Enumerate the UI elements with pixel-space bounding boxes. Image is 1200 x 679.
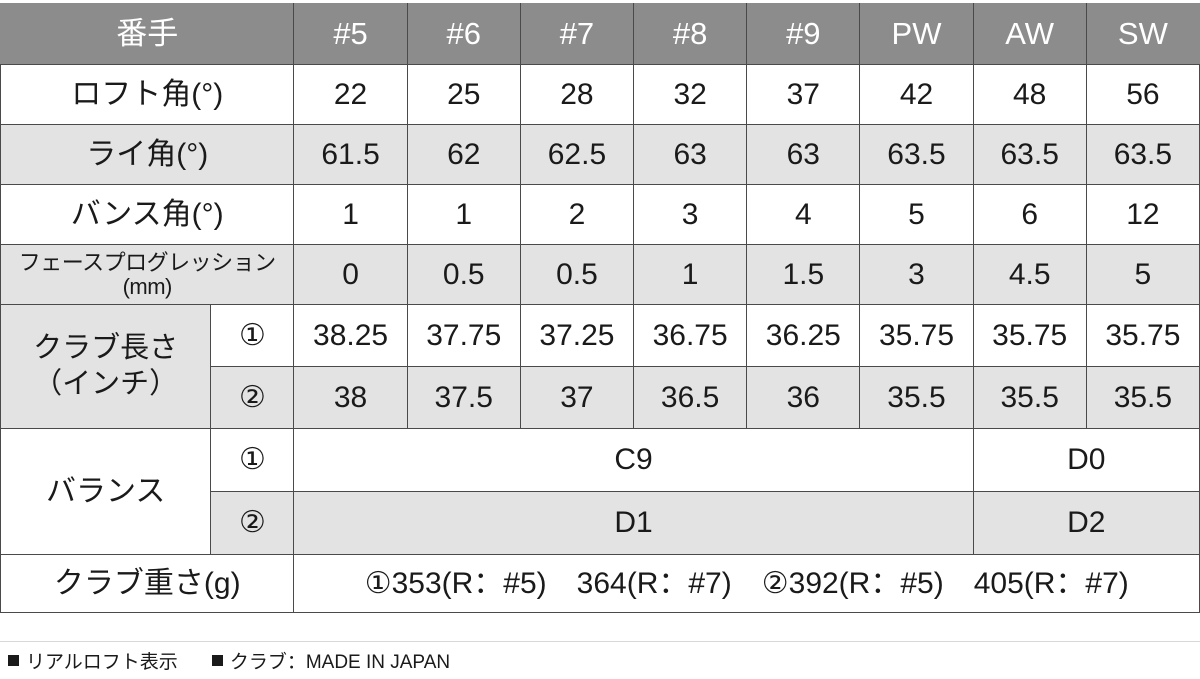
cell-lie-7: 62.5 bbox=[519, 124, 635, 185]
cell-len2-pw: 35.5 bbox=[859, 366, 974, 429]
table-header-row: 番手 #5 #6 #7 #8 #9 PW AW SW bbox=[0, 3, 1200, 65]
footer-notes: リアルロフト表示 クラブ：MADE IN JAPAN bbox=[0, 641, 1200, 679]
cell-loft-8: 32 bbox=[633, 64, 748, 125]
cell-len1-5: 38.25 bbox=[293, 304, 408, 367]
footer-note-real-loft: リアルロフト表示 bbox=[8, 647, 178, 674]
cell-len1-aw: 35.75 bbox=[972, 304, 1087, 367]
cell-bounce-5: 1 bbox=[293, 184, 408, 245]
header-cell-pw: PW bbox=[859, 3, 974, 65]
cell-lie-pw: 63.5 bbox=[859, 124, 974, 185]
cell-fp-6: 0.5 bbox=[406, 244, 521, 305]
cell-lie-aw: 63.5 bbox=[972, 124, 1087, 185]
cell-fp-7: 0.5 bbox=[519, 244, 635, 305]
cell-loft-9: 37 bbox=[746, 64, 861, 125]
row-label-lie: ライ角(°) bbox=[0, 124, 295, 185]
square-bullet-icon bbox=[8, 655, 19, 666]
cell-fp-5: 0 bbox=[293, 244, 408, 305]
footer-note-made-in-japan: クラブ：MADE IN JAPAN bbox=[211, 647, 451, 674]
cell-loft-6: 25 bbox=[406, 64, 521, 125]
cell-fp-8: 1 bbox=[633, 244, 748, 305]
sub-index-length-2: ② bbox=[210, 366, 295, 429]
cell-bounce-pw: 5 bbox=[859, 184, 974, 245]
table-row-lie: ライ角(°) 61.5 62 62.5 63 63 63.5 63.5 63.5 bbox=[0, 124, 1200, 185]
cell-len2-8: 36.5 bbox=[633, 366, 748, 429]
row-label-bounce: バンス角(°) bbox=[0, 184, 295, 245]
row-label-club-weight: クラブ重さ(g) bbox=[0, 554, 295, 613]
table-row-club-weight: クラブ重さ(g) ①353(R：#5) 364(R：#7) ②392(R：#5)… bbox=[0, 554, 1200, 613]
cell-loft-pw: 42 bbox=[859, 64, 974, 125]
cell-len1-8: 36.75 bbox=[633, 304, 748, 367]
club-spec-table: 番手 #5 #6 #7 #8 #9 PW AW SW ロフト角(°) 22 25… bbox=[0, 3, 1200, 613]
cell-loft-7: 28 bbox=[519, 64, 635, 125]
sub-index-length-1: ① bbox=[210, 304, 295, 367]
club-length-label-line2: （インチ） bbox=[33, 367, 179, 400]
header-cell-sw: SW bbox=[1085, 3, 1200, 65]
cell-bounce-sw: 12 bbox=[1085, 184, 1200, 245]
cell-fp-9: 1.5 bbox=[746, 244, 861, 305]
header-cell-aw: AW bbox=[972, 3, 1087, 65]
cell-club-weight-value: ①353(R：#5) 364(R：#7) ②392(R：#5) 405(R：#7… bbox=[293, 554, 1200, 613]
cell-balance2-right: D2 bbox=[972, 491, 1200, 555]
footer-note-2-text: クラブ：MADE IN JAPAN bbox=[229, 652, 451, 673]
cell-loft-aw: 48 bbox=[972, 64, 1087, 125]
cell-fp-aw: 4.5 bbox=[972, 244, 1087, 305]
cell-bounce-8: 3 bbox=[633, 184, 748, 245]
cell-len2-aw: 35.5 bbox=[972, 366, 1087, 429]
header-cell-5: #5 bbox=[293, 3, 408, 65]
cell-len1-pw: 35.75 bbox=[859, 304, 974, 367]
row-label-club-length: クラブ長さ （インチ） bbox=[0, 304, 212, 429]
table-row-face-progression: フェースプログレッション(mm) 0 0.5 0.5 1 1.5 3 4.5 5 bbox=[0, 244, 1200, 305]
cell-balance1-left: C9 bbox=[293, 428, 974, 492]
row-label-balance: バランス bbox=[0, 428, 212, 555]
cell-fp-sw: 5 bbox=[1085, 244, 1200, 305]
header-cell-6: #6 bbox=[406, 3, 521, 65]
cell-len1-6: 37.75 bbox=[406, 304, 521, 367]
cell-lie-sw: 63.5 bbox=[1085, 124, 1200, 185]
cell-lie-8: 63 bbox=[633, 124, 748, 185]
cell-len1-sw: 35.75 bbox=[1085, 304, 1200, 367]
cell-bounce-9: 4 bbox=[746, 184, 861, 245]
cell-bounce-aw: 6 bbox=[972, 184, 1087, 245]
header-cell-8: #8 bbox=[633, 3, 748, 65]
table-row-balance-2: ② D1 D2 bbox=[1, 491, 1200, 555]
cell-fp-pw: 3 bbox=[859, 244, 974, 305]
table-row-length-2: ② 38 37.5 37 36.5 36 35.5 35.5 35.5 bbox=[1, 366, 1200, 429]
cell-len2-7: 37 bbox=[519, 366, 635, 429]
cell-loft-sw: 56 bbox=[1085, 64, 1200, 125]
sub-index-balance-2: ② bbox=[210, 491, 295, 555]
sub-index-balance-1: ① bbox=[210, 428, 295, 492]
cell-len2-9: 36 bbox=[746, 366, 861, 429]
cell-balance1-right: D0 bbox=[972, 428, 1200, 492]
row-label-loft: ロフト角(°) bbox=[0, 64, 295, 125]
table-row-loft: ロフト角(°) 22 25 28 32 37 42 48 56 bbox=[0, 64, 1200, 125]
footer-note-1-text: リアルロフト表示 bbox=[26, 652, 178, 673]
header-cell-7: #7 bbox=[519, 3, 635, 65]
cell-len1-7: 37.25 bbox=[519, 304, 635, 367]
cell-lie-9: 63 bbox=[746, 124, 861, 185]
cell-lie-6: 62 bbox=[406, 124, 521, 185]
table-row-bounce: バンス角(°) 1 1 2 3 4 5 6 12 bbox=[0, 184, 1200, 245]
cell-lie-5: 61.5 bbox=[293, 124, 408, 185]
table-row-balance-1: バランス ① C9 D0 bbox=[0, 428, 1200, 555]
cell-bounce-7: 2 bbox=[519, 184, 635, 245]
cell-loft-5: 22 bbox=[293, 64, 408, 125]
cell-bounce-6: 1 bbox=[406, 184, 521, 245]
square-bullet-icon bbox=[211, 655, 223, 666]
row-label-face-progression: フェースプログレッション(mm) bbox=[0, 244, 295, 305]
cell-len2-sw: 35.5 bbox=[1085, 366, 1200, 429]
header-cell-9: #9 bbox=[746, 3, 861, 65]
table-row-length-1: クラブ長さ （インチ） ① 38.25 37.75 37.25 36.75 36… bbox=[0, 304, 1200, 429]
cell-balance2-left: D1 bbox=[293, 491, 974, 555]
cell-len2-5: 38 bbox=[293, 366, 408, 429]
cell-len1-9: 36.25 bbox=[746, 304, 861, 367]
club-length-label-line1: クラブ長さ bbox=[33, 332, 179, 365]
header-cell-number: 番手 bbox=[0, 3, 295, 65]
cell-len2-6: 37.5 bbox=[406, 366, 521, 429]
